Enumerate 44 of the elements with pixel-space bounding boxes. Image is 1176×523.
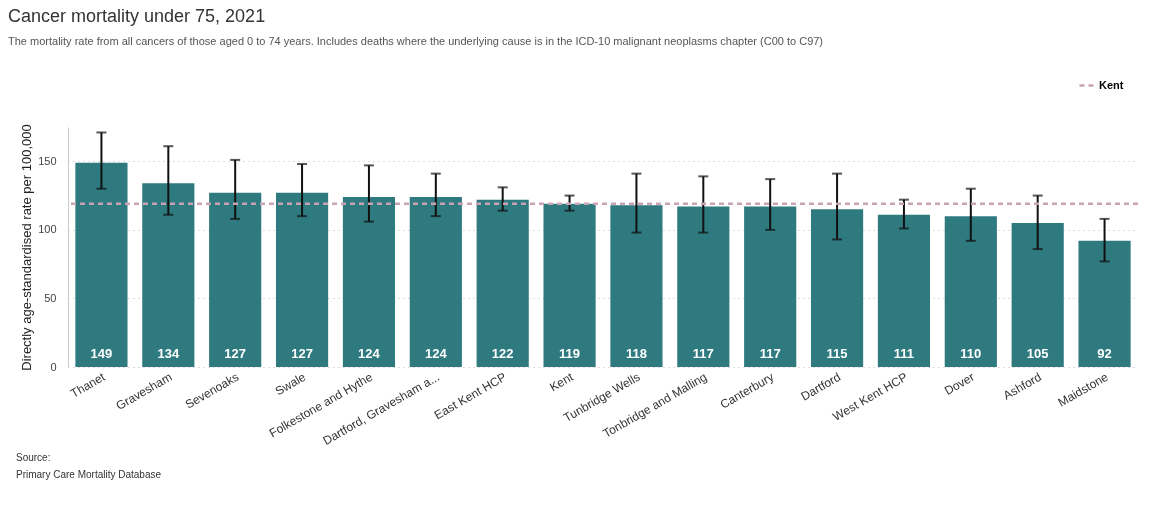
chart-title: Cancer mortality under 75, 2021	[8, 6, 266, 26]
data-label: 110	[960, 346, 982, 361]
bar	[877, 214, 931, 367]
bar	[1011, 223, 1064, 367]
data-label: 105	[1026, 346, 1049, 361]
data-label: 124	[424, 346, 448, 361]
data-label: 92	[1097, 346, 1112, 361]
data-label: 122	[491, 346, 514, 361]
bar	[209, 192, 262, 367]
bar	[142, 183, 195, 367]
bar	[275, 192, 329, 367]
data-label: 124	[358, 346, 381, 361]
bar	[744, 206, 797, 367]
data-label: 119	[559, 346, 581, 361]
source-note: Source:	[16, 451, 52, 465]
bar	[610, 205, 663, 367]
bar	[75, 162, 128, 367]
data-label: 117	[759, 346, 781, 361]
data-label: 127	[224, 346, 247, 361]
data-label: 118	[625, 346, 647, 361]
y-tick-label: 50	[44, 291, 57, 304]
bar	[543, 203, 596, 367]
bar	[1078, 240, 1131, 367]
bar	[944, 216, 997, 367]
data-label: 127	[291, 346, 313, 361]
y-axis-title: Directly age-standardised rate per 100,000	[19, 124, 35, 371]
y-tick-label: 0	[50, 360, 57, 373]
legend-label: Kent	[1099, 78, 1124, 91]
x-tick-label: Swale	[272, 369, 309, 399]
y-tick-label: 100	[38, 223, 57, 236]
data-label: 115	[826, 346, 848, 361]
data-label: 149	[90, 346, 113, 361]
bar	[677, 206, 730, 367]
data-label: 134	[157, 346, 180, 361]
bar	[342, 196, 396, 367]
bar	[409, 196, 462, 367]
x-tick-label: Kent	[547, 369, 577, 395]
bar	[810, 209, 864, 367]
bar	[476, 199, 529, 367]
text: Primary Care Mortality Database	[16, 468, 163, 482]
data-label: 111	[893, 346, 915, 361]
y-tick-label: 150	[38, 154, 57, 167]
chart-subtitle: The mortality rate from all cancers of those aged 0 to 74 years. Includes deaths where the underlying cause is in the ICD-10 malignant neoplasms chapter (C00 to C97)	[8, 35, 824, 47]
data-label: 117	[692, 346, 714, 361]
